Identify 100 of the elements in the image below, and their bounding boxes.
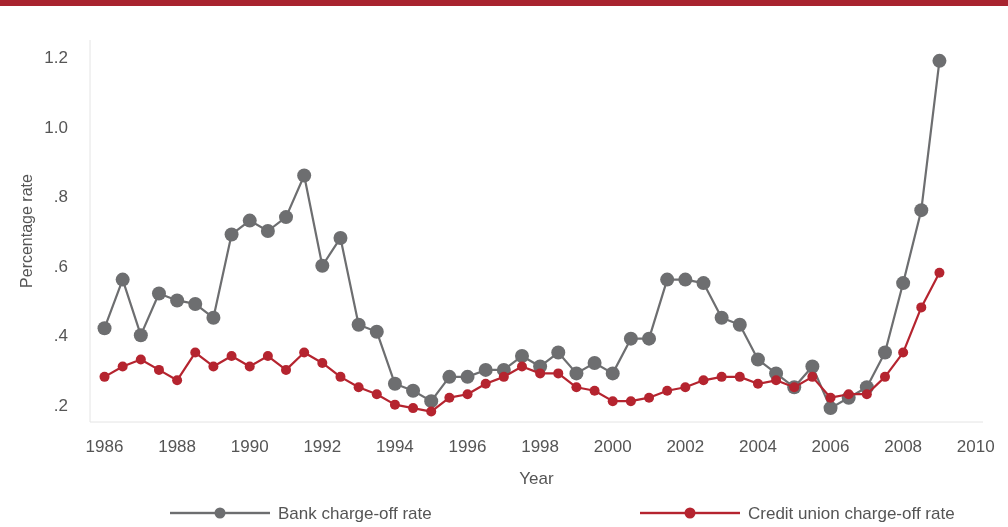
point xyxy=(478,362,493,377)
point xyxy=(678,272,693,287)
y-tick-label: 1.2 xyxy=(44,48,68,68)
point xyxy=(516,361,527,372)
point xyxy=(625,396,636,407)
point xyxy=(644,392,655,403)
point xyxy=(115,272,130,287)
point xyxy=(680,382,691,393)
point xyxy=(898,347,909,358)
point xyxy=(462,389,473,400)
x-tick-label: 1996 xyxy=(448,437,487,456)
point xyxy=(317,357,328,368)
point xyxy=(260,224,275,238)
point xyxy=(805,359,820,374)
point xyxy=(426,406,437,417)
point xyxy=(623,331,638,346)
x-tick-label: 1990 xyxy=(230,437,269,456)
point xyxy=(752,378,763,389)
point xyxy=(387,376,402,391)
x-tick-label: 2004 xyxy=(739,437,777,456)
point xyxy=(823,401,838,416)
y-tick-label: .6 xyxy=(53,256,68,276)
point xyxy=(696,276,711,291)
point xyxy=(750,352,765,367)
point xyxy=(315,258,330,273)
point xyxy=(916,302,927,313)
point xyxy=(206,310,221,325)
point xyxy=(170,293,185,308)
point xyxy=(642,331,657,346)
point xyxy=(698,375,709,386)
point xyxy=(281,364,292,375)
point xyxy=(208,361,219,372)
x-tick-label: 1992 xyxy=(303,437,342,456)
point xyxy=(297,168,312,183)
legend-label: Credit union charge-off rate xyxy=(748,503,955,523)
point xyxy=(242,213,257,228)
point xyxy=(224,227,239,242)
point xyxy=(151,286,166,301)
point xyxy=(932,53,947,68)
point xyxy=(934,267,945,278)
point xyxy=(825,392,836,403)
point xyxy=(353,382,364,393)
point xyxy=(551,345,566,360)
point xyxy=(406,383,421,398)
point xyxy=(587,355,602,370)
point xyxy=(732,317,747,332)
y-tick-label: .2 xyxy=(53,395,68,415)
point xyxy=(117,361,128,372)
x-tick-label: 2002 xyxy=(666,437,705,456)
x-tick-label: 1998 xyxy=(521,437,560,456)
x-tick-label: 2010 xyxy=(956,437,995,456)
x-tick-label: 2006 xyxy=(811,437,850,456)
y-tick-label: .4 xyxy=(53,326,68,346)
point xyxy=(351,317,366,332)
point xyxy=(371,389,382,400)
legend-label: Bank charge-off rate xyxy=(278,503,432,523)
point xyxy=(99,371,110,382)
point xyxy=(589,385,600,396)
point xyxy=(480,378,491,389)
point xyxy=(498,371,509,382)
x-axis-title: Year xyxy=(519,469,555,488)
point xyxy=(389,399,400,410)
point xyxy=(861,389,872,400)
point xyxy=(135,354,146,365)
point xyxy=(369,324,384,339)
point xyxy=(662,385,673,396)
x-tick-label: 1988 xyxy=(158,437,197,456)
point xyxy=(188,296,203,311)
point xyxy=(226,351,237,362)
point xyxy=(244,361,255,372)
point xyxy=(843,389,854,400)
point xyxy=(97,321,112,336)
point xyxy=(877,345,892,360)
point xyxy=(335,371,346,382)
point xyxy=(571,382,582,393)
point xyxy=(879,371,890,382)
point xyxy=(424,394,439,409)
x-tick-label: 2008 xyxy=(884,437,923,456)
point xyxy=(771,375,782,386)
point xyxy=(535,368,546,379)
point xyxy=(716,371,727,382)
point xyxy=(262,351,273,362)
point xyxy=(914,203,929,218)
point xyxy=(299,347,310,358)
point xyxy=(553,368,564,379)
point xyxy=(333,230,348,245)
point xyxy=(133,328,148,343)
point xyxy=(279,210,294,225)
point xyxy=(569,366,584,381)
point xyxy=(442,369,457,384)
y-axis-title: Percentage rate xyxy=(18,173,35,288)
point xyxy=(460,369,475,384)
x-tick-label: 1986 xyxy=(85,437,124,456)
point xyxy=(408,403,419,414)
x-tick-label: 1994 xyxy=(376,437,414,456)
y-tick-label: 1.0 xyxy=(44,117,68,137)
point xyxy=(896,276,911,291)
point xyxy=(514,349,529,364)
point xyxy=(153,364,164,375)
point xyxy=(660,272,675,287)
